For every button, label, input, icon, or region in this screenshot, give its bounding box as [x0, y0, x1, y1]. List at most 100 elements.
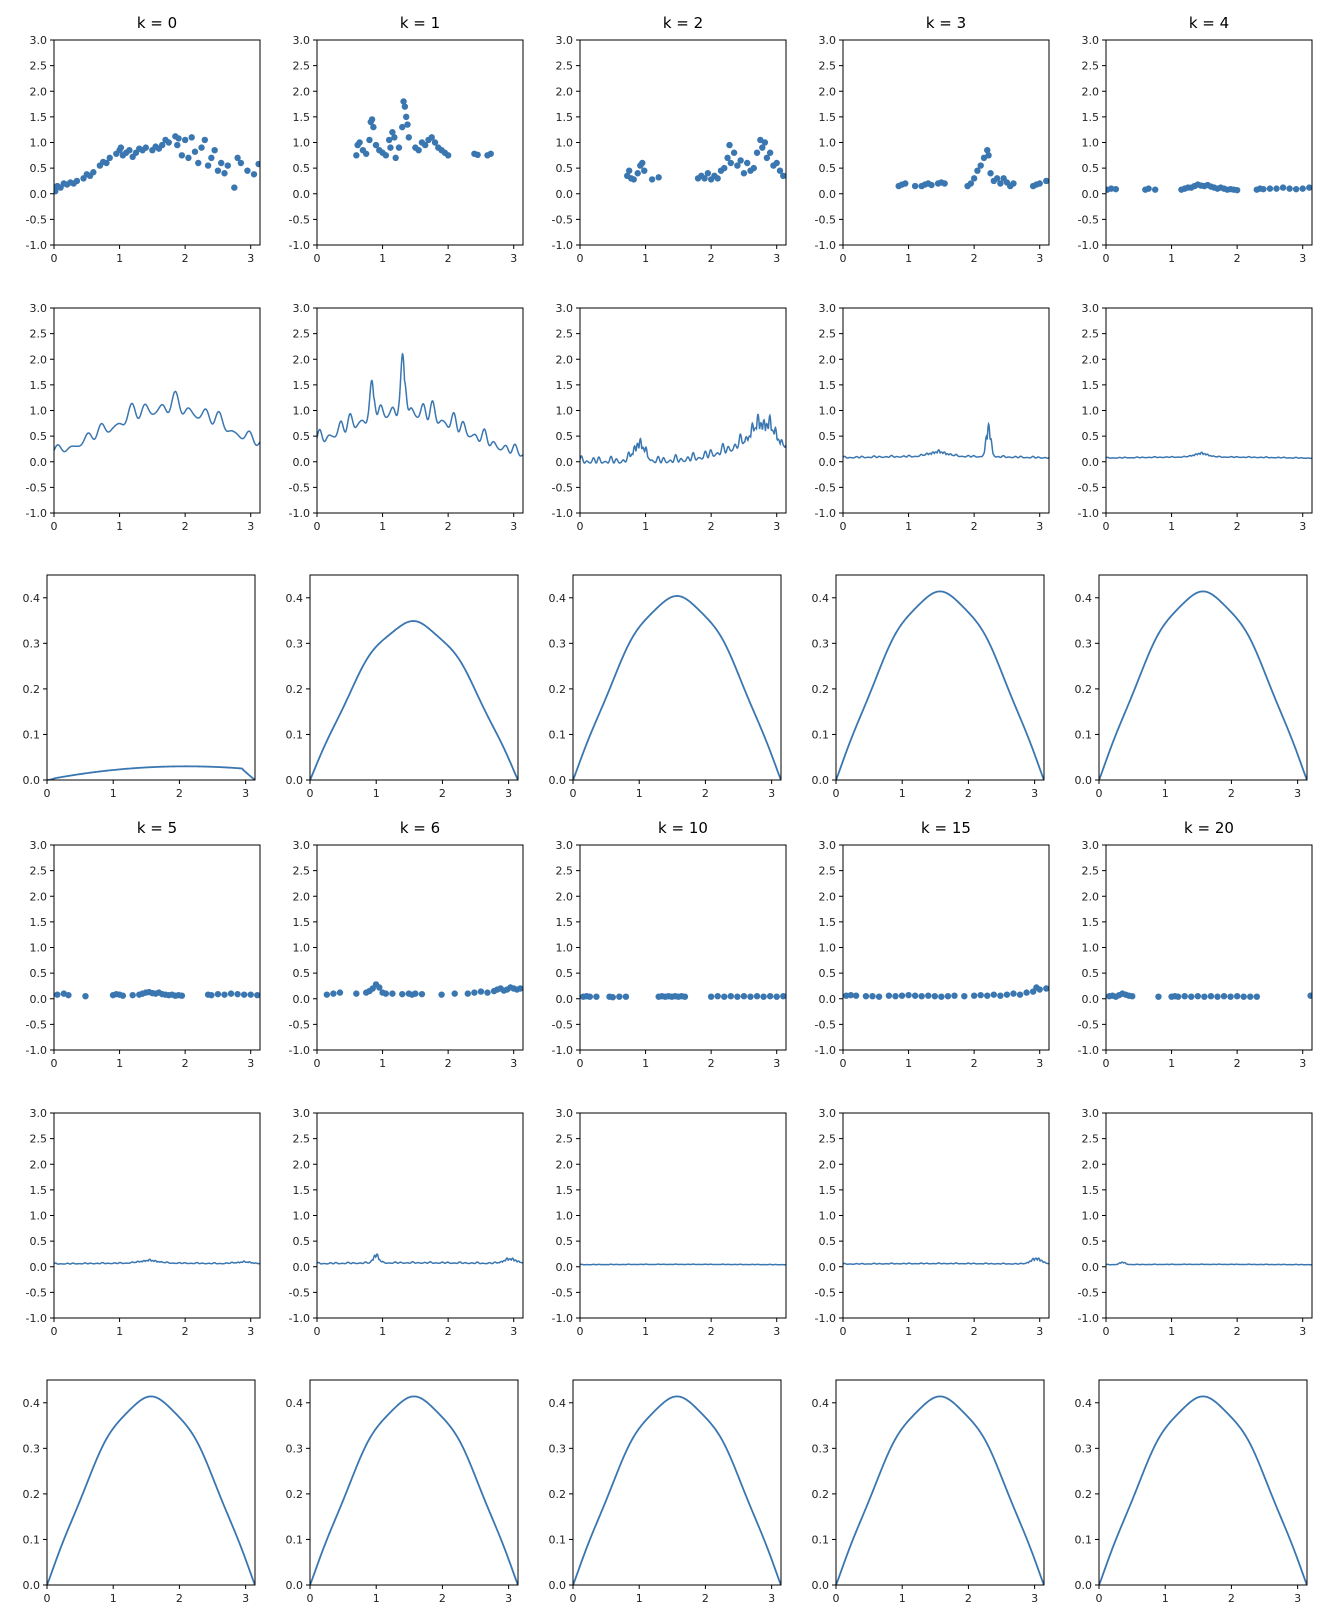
y-tick-label: 2.0	[556, 85, 574, 98]
x-tick-label: 1	[1168, 252, 1175, 265]
data-point	[1286, 185, 1293, 192]
x-tick-label: 2	[965, 787, 972, 800]
data-point	[984, 146, 991, 154]
data-point	[198, 144, 205, 151]
y-tick-label: -0.5	[1078, 481, 1099, 494]
y-tick-label: 0.0	[1075, 1579, 1093, 1592]
x-tick-label: 0	[577, 1325, 584, 1338]
data-point	[1253, 993, 1261, 1000]
x-tick-label: 1	[1162, 1592, 1169, 1605]
x-tick-label: 1	[373, 787, 380, 800]
x-tick-label: 0	[840, 252, 847, 265]
data-point	[1129, 992, 1136, 1000]
axes-frame	[1105, 307, 1313, 514]
data-point	[372, 141, 380, 149]
data-point	[254, 991, 260, 999]
y-tick-label: -0.5	[815, 481, 836, 494]
data-point	[158, 141, 166, 149]
subplot-title: k = 6	[400, 819, 440, 837]
y-tick-label: 1.0	[30, 1210, 48, 1223]
subplot-10: -1.0 -0.5 0.0 0.5 1.0 1.5 2.0 2.5 3.0 0 1 2 3	[1078, 302, 1313, 533]
data-point	[405, 134, 413, 141]
plot-area	[47, 765, 255, 780]
x-tick-label: 3	[768, 787, 775, 800]
x-tick-label: 1	[905, 1057, 912, 1070]
data-point	[1214, 993, 1221, 1000]
y-tick-label: 0.1	[812, 1533, 830, 1546]
y-tick-label: 0.0	[812, 1579, 830, 1592]
plot-area	[836, 1395, 1044, 1585]
data-point	[987, 170, 994, 177]
y-tick-label: 0.5	[1082, 162, 1100, 175]
y-tick-label: 1.0	[30, 405, 48, 418]
data-point	[392, 154, 399, 162]
data-point	[54, 991, 61, 998]
y-tick-label: 0.0	[1082, 993, 1100, 1006]
x-tick-label: 0	[51, 520, 58, 533]
y-tick-label: 1.0	[819, 942, 837, 955]
y-tick-label: 0.2	[549, 1488, 567, 1501]
x-tick-label: 3	[1031, 787, 1038, 800]
y-tick-label: 0.0	[819, 1261, 837, 1274]
plot-area	[573, 1395, 781, 1585]
data-point	[630, 176, 637, 183]
y-tick-label: 2.0	[556, 890, 574, 903]
subplot-8: -1.0 -0.5 0.0 0.5 1.0 1.5 2.0 2.5 3.0 0 1 2 3	[552, 302, 787, 533]
y-tick-label: 1.0	[30, 137, 48, 150]
data-point	[404, 121, 411, 128]
data-point	[244, 167, 251, 174]
data-point	[721, 993, 728, 1000]
data-point	[639, 159, 646, 167]
x-tick-label: 0	[1103, 252, 1110, 265]
x-tick-label: 2	[182, 1325, 189, 1338]
subplot-title: k = 0	[137, 14, 177, 32]
axes-frame	[842, 844, 1050, 1051]
series-line	[843, 421, 1049, 459]
y-tick-label: 1.5	[293, 111, 311, 124]
plot-area	[1106, 181, 1312, 194]
subplot-18: k = 10 -1.0 -0.5 0.0 0.5 1.0 1.5 2.0 2.5 3.0 0 1 2 3	[552, 819, 787, 1070]
x-tick-label: 0	[44, 787, 51, 800]
y-tick-label: 1.5	[30, 379, 48, 392]
data-point	[1016, 991, 1024, 998]
y-tick-label: 2.0	[293, 353, 311, 366]
data-point	[701, 175, 708, 182]
data-point	[1155, 993, 1162, 1000]
x-tick-label: 0	[314, 1325, 321, 1338]
data-point	[1307, 992, 1312, 999]
data-point	[967, 180, 975, 187]
subplot-21: -1.0 -0.5 0.0 0.5 1.0 1.5 2.0 2.5 3.0 0 1 2 3	[26, 1107, 261, 1338]
data-point	[1306, 184, 1312, 191]
y-tick-label: 2.0	[819, 1158, 837, 1171]
axes-frame	[53, 1112, 261, 1319]
y-tick-label: 3.0	[556, 34, 574, 47]
y-tick-label: 0.3	[549, 637, 567, 650]
x-tick-label: 0	[44, 1592, 51, 1605]
y-tick-label: 3.0	[30, 839, 48, 852]
data-point	[129, 991, 136, 999]
data-point	[402, 113, 410, 121]
axes-frame	[46, 574, 256, 781]
x-tick-label: 0	[51, 252, 58, 265]
data-point	[221, 170, 228, 177]
x-tick-label: 0	[840, 1057, 847, 1070]
data-point	[474, 151, 481, 158]
y-tick-label: 0.0	[1082, 456, 1100, 469]
x-tick-label: 3	[242, 787, 249, 800]
axes-frame	[309, 574, 519, 781]
y-tick-label: -0.5	[289, 1286, 310, 1299]
data-point	[418, 990, 426, 998]
y-tick-label: 0.0	[819, 456, 837, 469]
data-point	[902, 180, 909, 187]
y-tick-label: 0.2	[23, 683, 41, 696]
y-tick-label: -1.0	[1078, 239, 1099, 252]
y-tick-label: 0.5	[819, 1235, 837, 1248]
y-tick-label: -1.0	[26, 1044, 47, 1057]
x-tick-label: 3	[505, 1592, 512, 1605]
data-point	[760, 993, 767, 1000]
plot-area	[580, 992, 786, 1001]
y-tick-label: 2.0	[293, 85, 311, 98]
y-tick-label: 0.1	[23, 1533, 41, 1546]
x-tick-label: 1	[1168, 1057, 1175, 1070]
data-point	[142, 144, 150, 151]
